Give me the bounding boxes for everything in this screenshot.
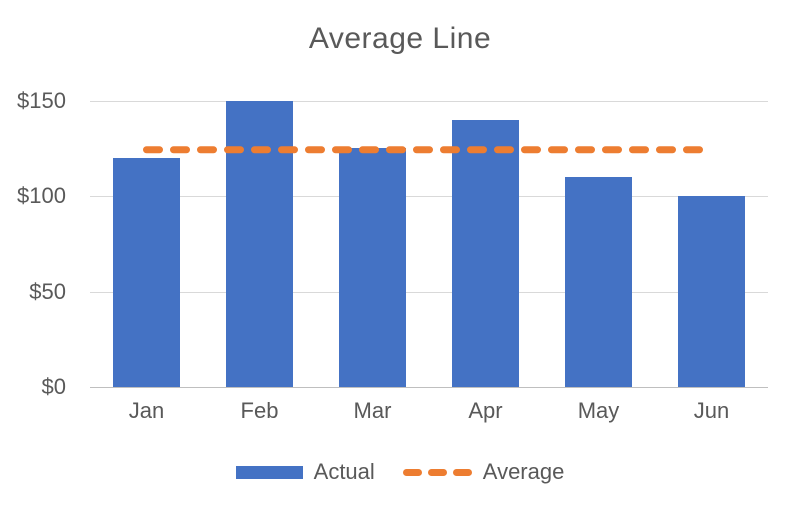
y-tick-label: $150 (17, 87, 66, 113)
legend-label-average: Average (482, 459, 565, 484)
chart-legend: Actual Average (0, 459, 800, 485)
bar-apr (452, 119, 519, 387)
legend-item-actual: Actual (235, 459, 375, 485)
legend-dash-icon (402, 468, 422, 476)
legend-swatch-actual (235, 465, 303, 479)
legend-label-actual: Actual (313, 459, 375, 484)
bar-feb (226, 100, 293, 387)
legend-dash-icon (427, 468, 447, 476)
bar-may (565, 176, 632, 387)
bar-jan (113, 157, 180, 387)
legend-dash-icon (452, 468, 472, 476)
y-tick-label: $50 (29, 278, 66, 304)
y-tick-label: $100 (17, 183, 66, 208)
legend-item-average: Average (402, 459, 565, 485)
bar-mar (339, 148, 406, 387)
x-tick-label-jan: Jan (128, 398, 165, 423)
x-axis-line (90, 387, 768, 388)
gridline (90, 291, 768, 293)
x-tick-label-feb: Feb (240, 398, 279, 423)
gridline (90, 196, 768, 197)
chart-title: Average Line (308, 22, 492, 55)
y-tick-label: $0 (41, 374, 66, 399)
legend-dash-sample-average (402, 468, 472, 476)
x-tick-label-mar: Mar (353, 398, 392, 423)
gridline (90, 100, 768, 102)
x-tick-label-jun: Jun (693, 398, 730, 423)
bar-jun (678, 196, 745, 387)
x-tick-label-may: May (577, 398, 620, 423)
x-tick-label-apr: Apr (468, 398, 503, 423)
